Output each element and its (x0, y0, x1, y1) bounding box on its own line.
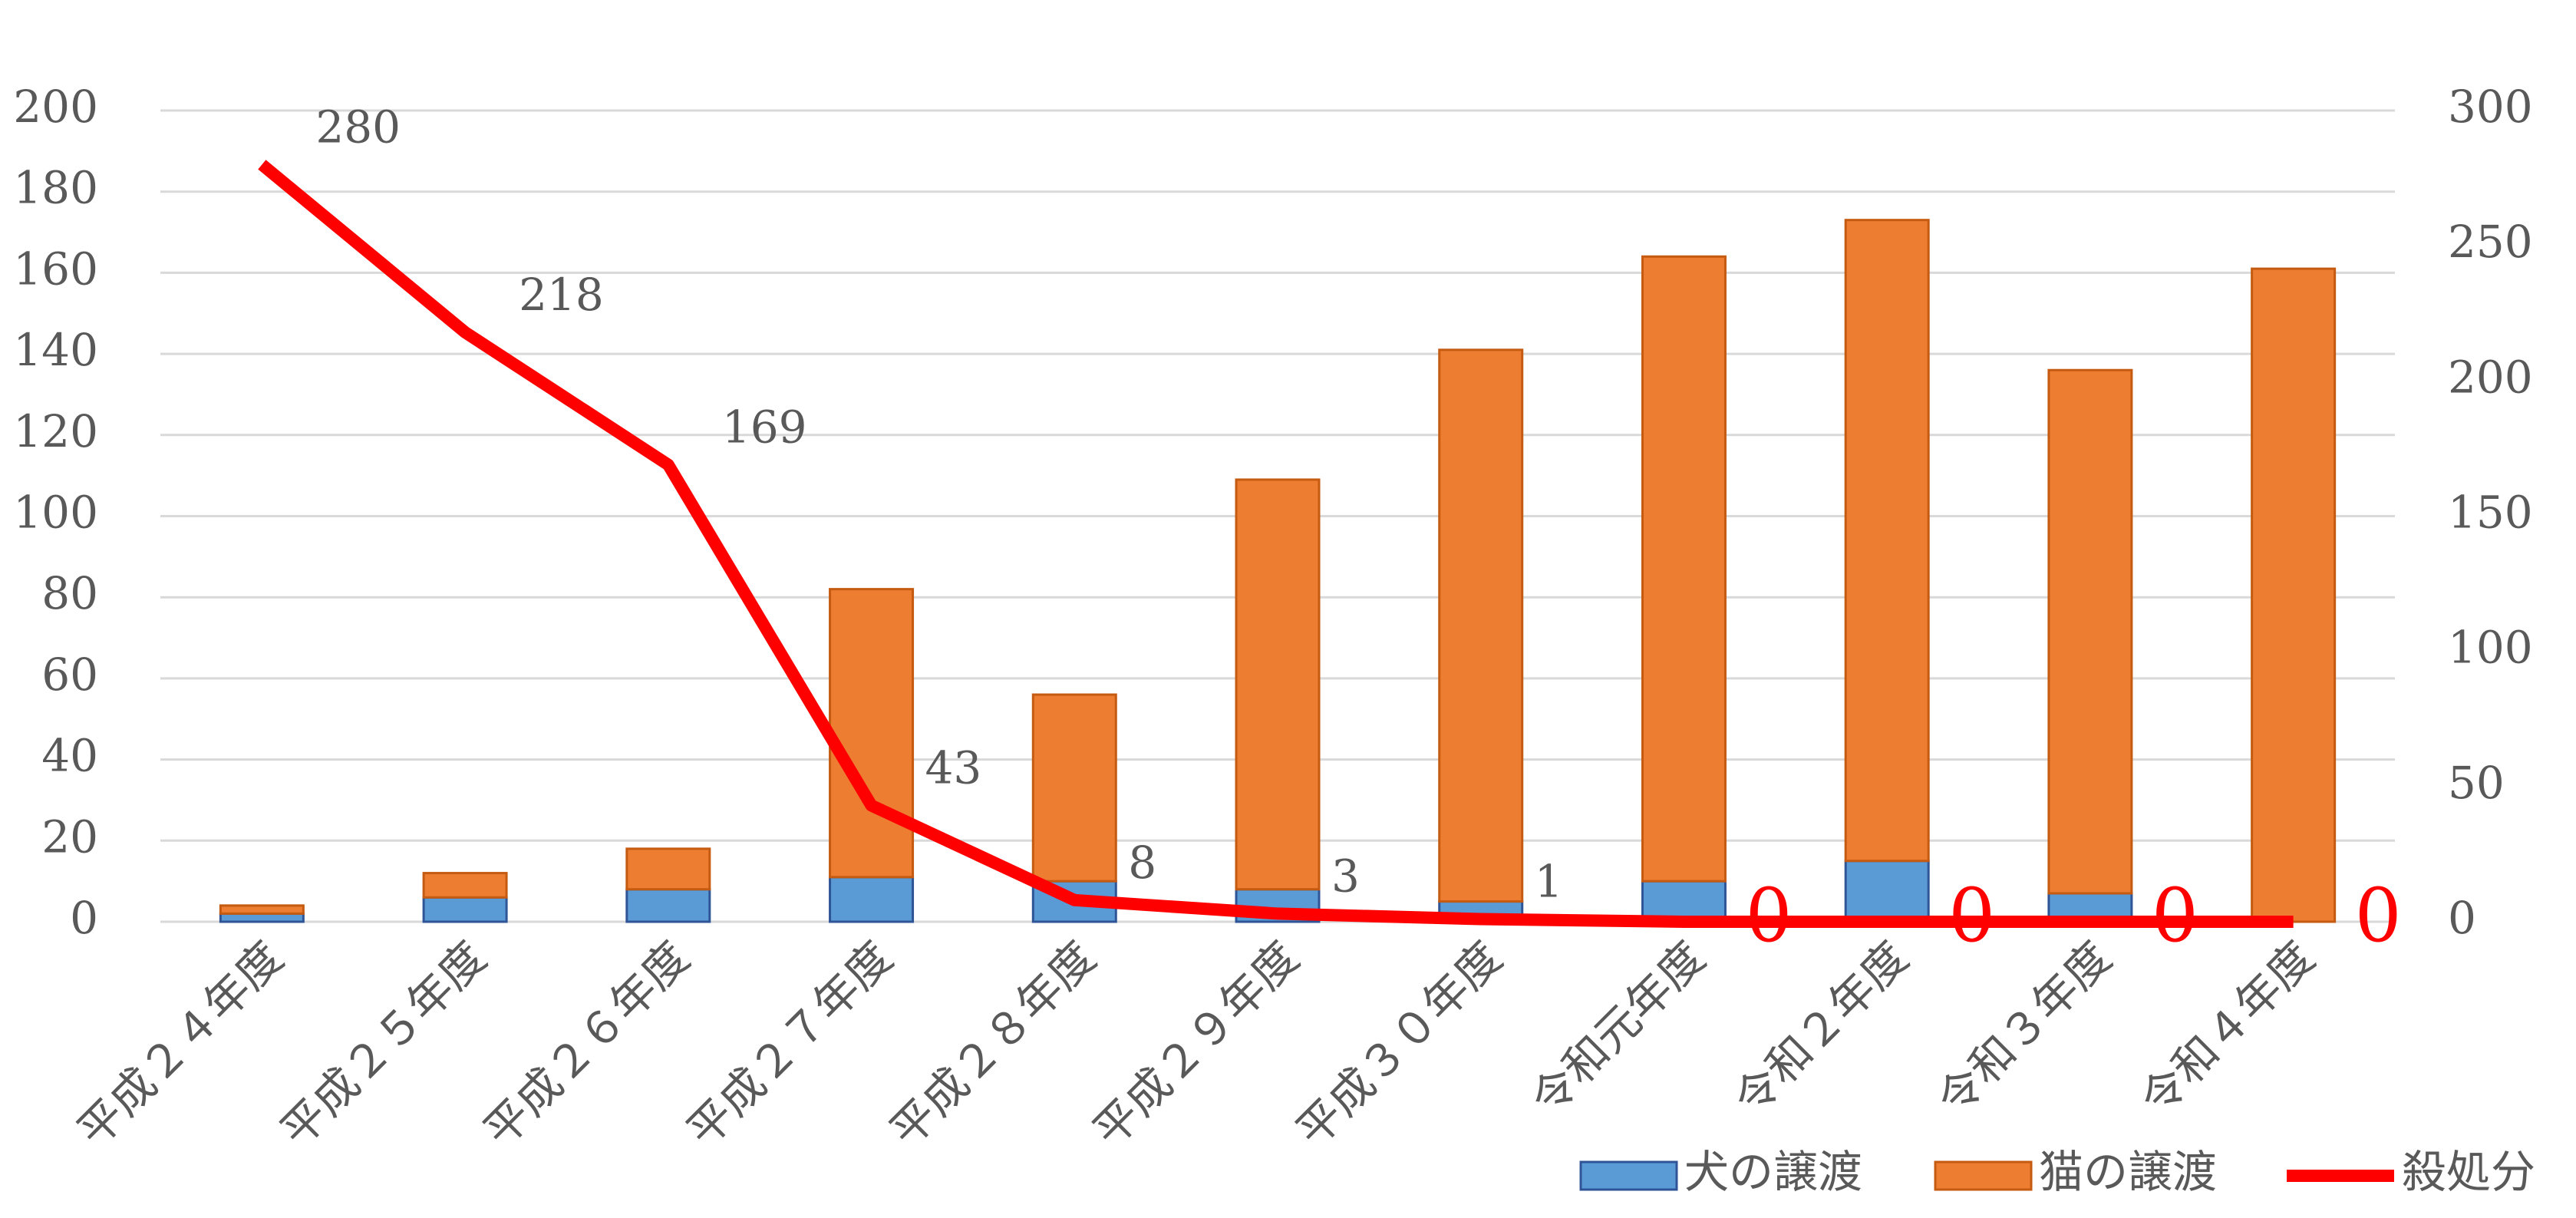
x-tick-label: 平成２８年度 (880, 931, 1106, 1157)
x-tick-label: 平成２９年度 (1083, 931, 1308, 1157)
legend-label: 犬の譲渡 (1684, 1146, 1862, 1198)
y-tick-label: 0 (70, 892, 98, 944)
bar (829, 876, 915, 923)
x-tick-label: 令和３年度 (1927, 931, 2121, 1125)
data-label: 169 (722, 401, 807, 454)
x-tick-label: 平成３０年度 (1286, 931, 1512, 1157)
legend-label: 猫の譲渡 (2039, 1146, 2217, 1198)
y-tick-label: 60 (41, 649, 98, 701)
x-tick-label: 令和２年度 (1724, 931, 1918, 1125)
data-label: 218 (519, 269, 604, 321)
bar (625, 847, 711, 891)
data-label: 280 (315, 101, 401, 153)
bar (625, 888, 711, 923)
bar (1844, 219, 1930, 863)
bar (1641, 255, 1727, 883)
bar (1844, 860, 1930, 923)
data-label: 8 (1128, 837, 1156, 889)
bar (1031, 693, 1117, 883)
data-label: 3 (1331, 850, 1360, 902)
y2-tick-label: 250 (2448, 216, 2533, 268)
bar (829, 588, 915, 879)
bar (219, 912, 305, 923)
y2-tick-label: 0 (2448, 892, 2476, 944)
y-tick-label: 180 (13, 162, 98, 214)
bar (422, 872, 508, 899)
legend-swatch (1579, 1160, 1678, 1191)
y2-tick-label: 150 (2448, 487, 2533, 539)
data-label: 0 (1948, 873, 1995, 959)
bar (422, 896, 508, 923)
x-tick-label: 令和４年度 (2130, 931, 2324, 1125)
data-label: 1 (1535, 855, 1563, 907)
y2-tick-label: 100 (2448, 622, 2533, 674)
x-tick-label: 令和元年度 (1521, 931, 1715, 1125)
y-tick-label: 100 (13, 487, 98, 539)
bar (1641, 880, 1727, 923)
y2-tick-label: 300 (2448, 81, 2533, 133)
y-tick-label: 140 (13, 324, 98, 376)
legend-label: 殺処分 (2402, 1146, 2535, 1198)
y-tick-label: 40 (41, 730, 98, 782)
x-tick-label: 平成２７年度 (677, 931, 902, 1157)
bar (1438, 348, 1524, 903)
y-tick-label: 160 (13, 243, 98, 295)
data-label: 43 (925, 742, 982, 794)
data-label: 0 (2355, 873, 2402, 959)
x-tick-label: 平成２６年度 (473, 931, 699, 1157)
y2-tick-label: 50 (2448, 757, 2505, 809)
bar (2047, 368, 2133, 895)
x-tick-label: 平成２５年度 (270, 931, 496, 1157)
bar (219, 904, 305, 915)
bar (1235, 478, 1321, 891)
y-tick-label: 200 (13, 81, 98, 133)
y2-tick-label: 200 (2448, 351, 2533, 403)
bar (2251, 267, 2337, 923)
y-tick-label: 20 (41, 810, 98, 863)
legend-swatch (1934, 1160, 2033, 1191)
line (258, 160, 2294, 928)
y-tick-label: 80 (41, 567, 98, 619)
y-tick-label: 120 (13, 405, 98, 457)
x-tick-label: 平成２４年度 (68, 931, 293, 1157)
data-label: 0 (2152, 873, 2198, 959)
data-label: 0 (1745, 873, 1792, 959)
